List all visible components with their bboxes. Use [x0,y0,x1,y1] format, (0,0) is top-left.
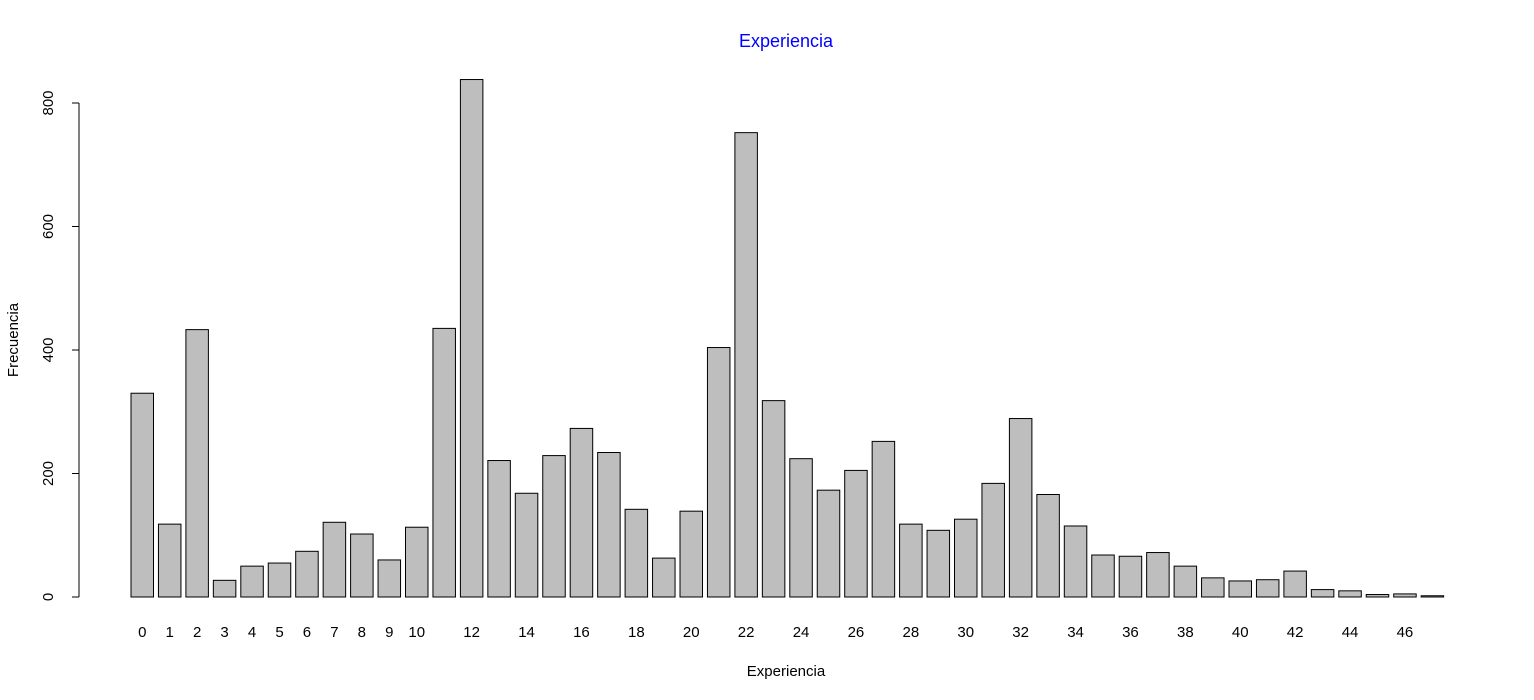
bar-5 [267,562,292,598]
x-axis-tick-label: 2 [193,624,201,641]
bar-33 [1036,494,1060,598]
x-axis-tick-label: 34 [1067,624,1084,641]
x-axis-tick-label: 30 [957,624,974,641]
x-axis-tick-label: 3 [220,624,228,641]
bar-26 [844,469,868,598]
bar-6 [295,550,319,598]
bar-36 [1118,555,1143,598]
x-axis-tick-labels: 0 1 2 3 4 5 6 7 8 9 10 12 14 16 18 20 22 24 26 28 30 32 34 36 38… [138,624,1413,641]
bar-9 [377,559,402,598]
bar-37 [1146,552,1170,598]
bar-21 [706,347,731,598]
bar-46 [1393,593,1417,598]
bar-27 [871,440,896,598]
bar-10 [405,526,429,598]
y-axis-tick-label: 400 [40,337,57,362]
x-axis-tick-label: 4 [248,624,256,641]
x-axis-tick-label: 28 [903,624,920,641]
bar-41 [1255,579,1280,598]
bar-44 [1338,590,1362,598]
bar-4 [240,565,264,598]
x-axis-tick-label: 9 [385,624,393,641]
bar-12 [459,79,484,598]
bar-22 [734,132,758,598]
x-axis-label: Experiencia [747,663,826,680]
x-axis-tick-label: 7 [330,624,338,641]
bar-18 [624,508,649,598]
x-axis-tick-label: 12 [463,624,480,641]
bar-17 [597,452,621,598]
bar-40 [1228,580,1252,598]
bar-16 [569,427,594,598]
bar-30 [954,518,978,598]
y-axis-tick-label: 200 [40,461,57,486]
x-axis-tick-label: 22 [738,624,755,641]
x-axis-tick-label: 6 [303,624,311,641]
x-axis-tick-label: 0 [138,624,146,641]
bar-25 [816,489,841,598]
bar-38 [1173,565,1198,598]
bar-3 [212,579,237,598]
bar-24 [789,458,813,598]
x-axis-tick-label: 16 [573,624,590,641]
x-axis-tick-label: 10 [408,624,425,641]
bar-11 [432,327,456,598]
y-axis-tick-label: 800 [40,90,57,115]
bar-20 [679,510,703,598]
bar-14 [514,492,539,598]
x-axis-tick-label: 1 [166,624,174,641]
x-axis-tick-label: 38 [1177,624,1194,641]
x-axis-tick-label: 24 [793,624,810,641]
x-axis-tick-label: 8 [358,624,366,641]
bar-29 [926,529,951,598]
bar-47 [1420,595,1445,598]
x-axis-tick-label: 18 [628,624,645,641]
x-axis-tick-label: 14 [518,624,535,641]
x-axis-tick-label: 40 [1232,624,1249,641]
y-axis-label: Frecuencia [5,302,22,377]
bar-15 [542,455,566,598]
x-axis-tick-label: 36 [1122,624,1139,641]
bar-42 [1283,570,1307,598]
x-axis-tick-label: 46 [1397,624,1414,641]
bar-39 [1201,577,1225,598]
bar-43 [1310,589,1335,598]
chart-title: Experiencia [739,31,834,51]
x-axis-tick-label: 20 [683,624,700,641]
bar-1 [157,523,182,598]
bar-45 [1365,594,1390,598]
y-axis-tick-label: 0 [40,593,57,601]
bar-8 [350,533,374,598]
bar-19 [652,557,676,598]
x-axis-tick-label: 5 [275,624,283,641]
bar-2 [185,329,209,598]
bars [130,79,1445,598]
bar-35 [1091,554,1115,598]
y-axis: 0 200 400 600 800 [40,90,80,601]
y-axis-tick-label: 600 [40,214,57,239]
bar-28 [899,523,923,598]
bar-0 [130,392,154,598]
x-axis-tick-label: 26 [848,624,865,641]
x-axis-tick-label: 32 [1012,624,1029,641]
bar-13 [487,460,511,598]
bar-32 [1008,418,1033,598]
x-axis-tick-label: 44 [1342,624,1359,641]
bar-34 [1063,525,1088,598]
bar-23 [761,400,786,598]
bar-31 [981,482,1005,598]
bar-7 [322,521,347,598]
x-axis-tick-label: 42 [1287,624,1304,641]
